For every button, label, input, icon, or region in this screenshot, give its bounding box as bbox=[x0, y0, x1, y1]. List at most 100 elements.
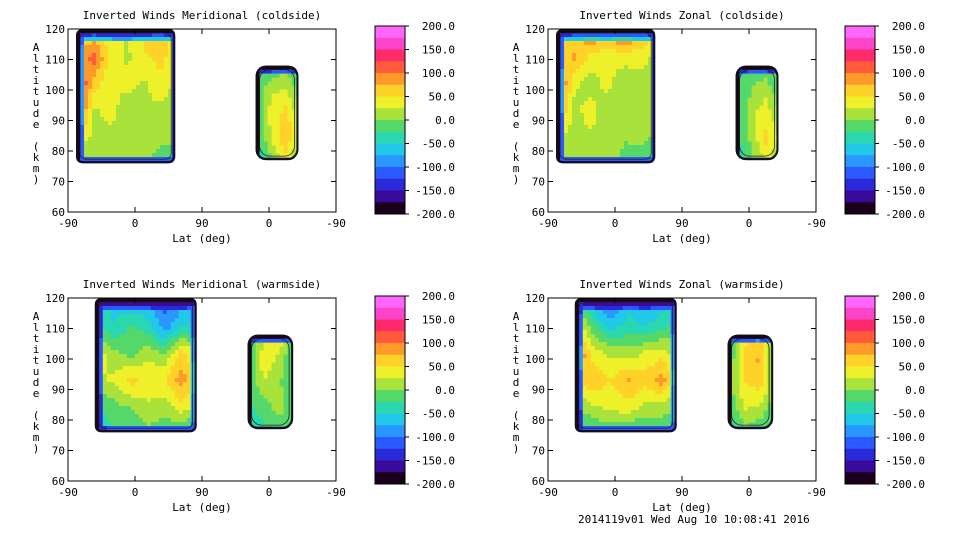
x-tick-label: -90 bbox=[538, 217, 558, 230]
y-tick-label: 110 bbox=[45, 54, 65, 67]
colorbar-label: 0.0 bbox=[905, 114, 925, 127]
colorbar-swatch bbox=[845, 108, 875, 121]
colorbar-label: 50.0 bbox=[899, 361, 926, 374]
colorbar-label: 50.0 bbox=[899, 91, 926, 104]
colorbar-swatch bbox=[845, 96, 875, 109]
x-axis-label: Lat (deg) bbox=[172, 501, 232, 514]
colorbar: 200.0 150.0 100.0 50.0 0.0 -50.0 -100.0 -150.0 -… bbox=[844, 290, 926, 491]
colorbar-swatch bbox=[375, 331, 405, 344]
colorbar-label: 150.0 bbox=[422, 44, 455, 57]
colorbar-label: -100.0 bbox=[415, 431, 455, 444]
colorbar-swatch bbox=[845, 178, 875, 191]
colorbar-swatch bbox=[845, 190, 875, 203]
y-tick-label: 70 bbox=[532, 176, 545, 189]
contour-region-outline bbox=[574, 298, 677, 433]
y-tick-label: 80 bbox=[52, 145, 65, 158]
contour-region-outline bbox=[247, 334, 294, 430]
colorbar-swatch bbox=[375, 37, 405, 50]
y-tick-label: 60 bbox=[532, 475, 545, 488]
contour-line bbox=[251, 338, 290, 426]
colorbar-label: 100.0 bbox=[422, 337, 455, 350]
x-tick-label: -90 bbox=[58, 486, 78, 499]
colorbar-swatch bbox=[845, 472, 875, 485]
y-tick-label: 100 bbox=[45, 84, 65, 97]
y-tick-label: 120 bbox=[45, 23, 65, 36]
contour-region-outline bbox=[255, 65, 299, 161]
contour-line bbox=[559, 32, 652, 160]
colorbar-swatch bbox=[845, 437, 875, 450]
colorbar-swatch bbox=[375, 61, 405, 74]
colorbar-swatch bbox=[375, 390, 405, 403]
y-tick-label: 80 bbox=[532, 145, 545, 158]
colorbar-label: 200.0 bbox=[892, 20, 925, 33]
y-tick-label: 70 bbox=[52, 445, 65, 458]
y-tick-label: 60 bbox=[532, 206, 545, 219]
footer-timestamp: 2014119v01 Wed Aug 10 10:08:41 2016 bbox=[578, 513, 810, 526]
colorbar-swatch bbox=[375, 178, 405, 191]
contour-line bbox=[98, 301, 194, 429]
x-tick-label: -90 bbox=[538, 486, 558, 499]
colorbar-swatch bbox=[845, 378, 875, 391]
chart-panel-3: Inverted Winds Meridional (warmside) 60 70… bbox=[33, 278, 455, 514]
chart-title: Inverted Winds Meridional (warmside) bbox=[83, 278, 321, 291]
x-tick-label: 0 bbox=[266, 217, 273, 230]
colorbar: 200.0 150.0 100.0 50.0 0.0 -50.0 -100.0 -150.0 -… bbox=[374, 290, 455, 491]
contour-line bbox=[739, 69, 775, 157]
y-tick-label: 110 bbox=[525, 54, 545, 67]
contour-region-outline bbox=[94, 298, 197, 433]
colorbar-swatch bbox=[375, 413, 405, 426]
contour-line bbox=[259, 69, 295, 157]
x-tick-label: -90 bbox=[326, 217, 346, 230]
colorbar-label: -150.0 bbox=[885, 185, 925, 198]
colorbar-label: 150.0 bbox=[422, 314, 455, 327]
colorbar-label: -150.0 bbox=[885, 455, 925, 468]
colorbar-swatch bbox=[375, 120, 405, 133]
colorbar-swatch bbox=[845, 155, 875, 168]
y-tick-label: 80 bbox=[532, 414, 545, 427]
colorbar-label: -150.0 bbox=[415, 455, 455, 468]
x-axis-label: Lat (deg) bbox=[652, 501, 712, 514]
y-tick-label: 110 bbox=[525, 323, 545, 336]
contour-region-A bbox=[94, 298, 197, 433]
colorbar-swatch bbox=[845, 366, 875, 379]
colorbar-swatch bbox=[375, 343, 405, 356]
y-tick-label: 90 bbox=[532, 115, 545, 128]
colorbar-label: 0.0 bbox=[435, 384, 455, 397]
colorbar-swatch bbox=[845, 307, 875, 320]
x-tick-label: 0 bbox=[746, 486, 753, 499]
y-tick-label: 120 bbox=[525, 23, 545, 36]
colorbar-swatch bbox=[845, 61, 875, 74]
colorbar-swatch bbox=[375, 108, 405, 121]
contour-region-outline bbox=[556, 29, 656, 164]
x-tick-label: 90 bbox=[195, 486, 208, 499]
colorbar-label: -50.0 bbox=[892, 408, 925, 421]
colorbar-swatch bbox=[375, 307, 405, 320]
colorbar-label: -100.0 bbox=[415, 161, 455, 174]
contour-region-B bbox=[735, 65, 779, 161]
colorbar-label: 150.0 bbox=[892, 314, 925, 327]
contour-line bbox=[578, 301, 674, 429]
colorbar-swatch bbox=[845, 120, 875, 133]
colorbar-label: 0.0 bbox=[435, 114, 455, 127]
chart-title: Inverted Winds Zonal (warmside) bbox=[579, 278, 784, 291]
x-tick-label: -90 bbox=[806, 486, 826, 499]
x-tick-label: -90 bbox=[806, 217, 826, 230]
y-tick-label: 110 bbox=[45, 323, 65, 336]
colorbar-swatch bbox=[375, 49, 405, 62]
colorbar-swatch bbox=[845, 26, 875, 39]
colorbar-swatch bbox=[845, 167, 875, 180]
colorbar-swatch bbox=[375, 26, 405, 39]
y-tick-label: 70 bbox=[52, 176, 65, 189]
x-tick-label: 90 bbox=[675, 217, 688, 230]
colorbar-swatch bbox=[845, 413, 875, 426]
colorbar-swatch bbox=[845, 73, 875, 86]
contour-region-outline bbox=[76, 29, 176, 164]
y-tick-label: 80 bbox=[52, 414, 65, 427]
colorbar-swatch bbox=[845, 354, 875, 367]
colorbar-swatch bbox=[845, 84, 875, 97]
colorbar-swatch bbox=[375, 143, 405, 156]
